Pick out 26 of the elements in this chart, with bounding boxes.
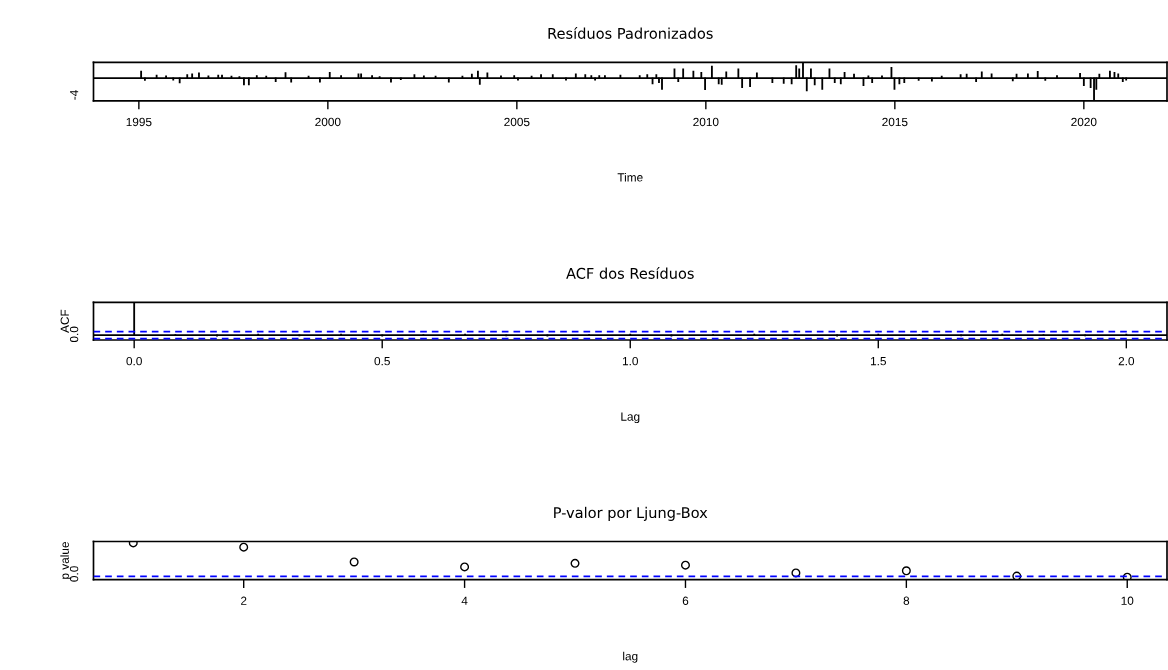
x-tick-label: 8 xyxy=(903,596,910,605)
y-axis-title: ACF xyxy=(60,309,69,333)
x-axis-title: lag xyxy=(623,651,638,663)
x-tick-label: 2005 xyxy=(504,117,530,127)
text: 0.0 xyxy=(69,326,79,343)
x-tick-label: 0.0 xyxy=(126,356,142,366)
x-tick-label: 10 xyxy=(1121,596,1134,605)
x-tick-label: 2 xyxy=(241,596,247,605)
x-tick-label: 2020 xyxy=(1071,117,1097,127)
chart-title: P-valor por Ljung-Box xyxy=(554,506,708,521)
x-tick-label: 1995 xyxy=(126,117,152,127)
x-tick-label: 1.0 xyxy=(622,356,638,366)
x-axis-title: Time xyxy=(617,172,643,182)
x-axis-title: Lag xyxy=(621,412,640,424)
x-tick-label: 6 xyxy=(682,596,689,605)
x-tick-label: 2010 xyxy=(693,117,719,127)
x-tick-label: 2.0 xyxy=(1118,356,1135,366)
x-tick-label: 1.5 xyxy=(870,357,886,366)
x-tick-label: 2000 xyxy=(315,117,341,127)
text: -4 xyxy=(70,90,79,100)
text: 0.0 xyxy=(69,566,79,582)
x-tick-label: 4 xyxy=(461,596,468,605)
chart-title: Resíduos Padronizados xyxy=(548,27,713,39)
chart-title: ACF dos Resíduos xyxy=(566,267,694,279)
x-tick-label: 2015 xyxy=(882,117,908,127)
x-tick-label: 0.5 xyxy=(374,356,390,366)
